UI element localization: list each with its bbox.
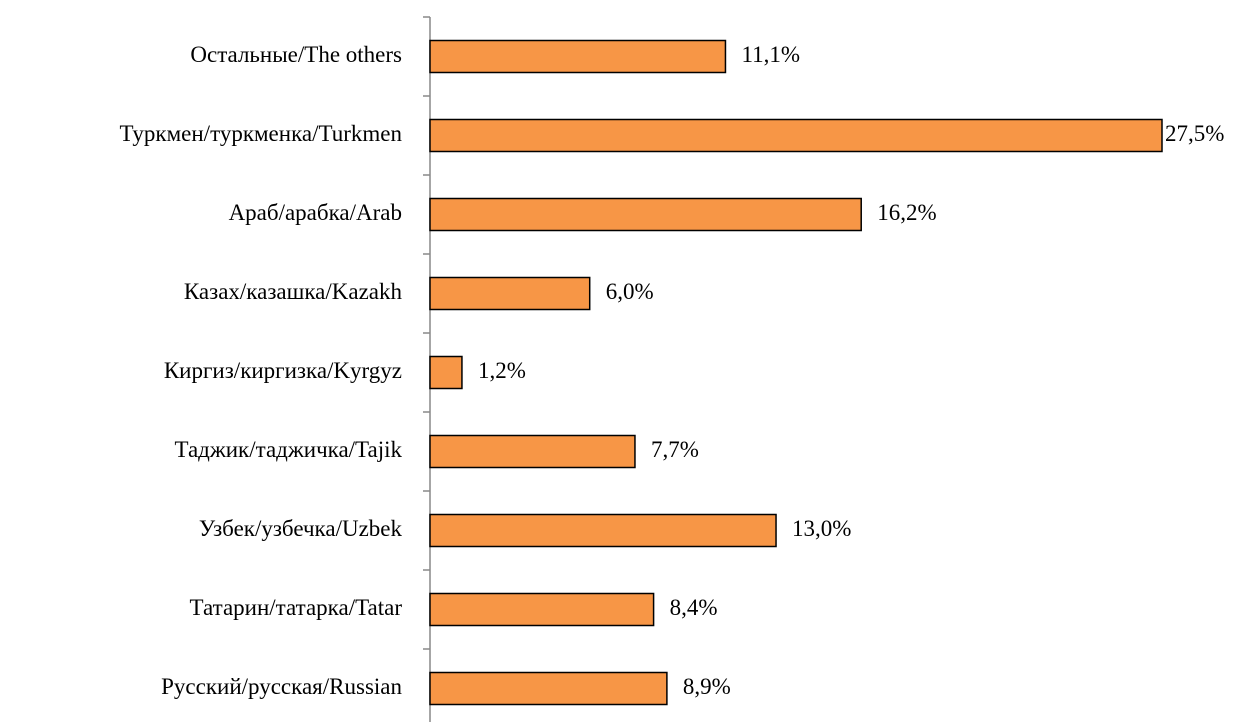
category-label: Татарин/татарка/Tatar (190, 595, 403, 620)
category-label: Туркмен/туркменка/Turkmen (120, 121, 403, 146)
category-label: Таджик/таджичка/Tajik (174, 437, 402, 462)
data-label: 8,4% (670, 595, 718, 620)
data-label: 1,2% (478, 358, 526, 383)
category-label: Русский/русская/Russian (161, 674, 402, 699)
data-label: 13,0% (792, 516, 851, 541)
bar (429, 118, 1163, 153)
data-label: 6,0% (606, 279, 654, 304)
category-label: Казах/казашка/Kazakh (184, 279, 403, 304)
data-label: 11,1% (741, 42, 800, 67)
bar (429, 592, 655, 627)
data-label: 8,9% (683, 674, 731, 699)
category-label: Араб/арабка/Arab (229, 200, 402, 225)
bar (429, 39, 727, 74)
bar (429, 276, 591, 311)
data-label: 27,5% (1165, 121, 1224, 146)
data-label: 16,2% (877, 200, 936, 225)
bar (429, 197, 862, 232)
bar (429, 434, 636, 469)
category-label: Узбек/узбечка/Uzbek (199, 516, 403, 541)
bar (429, 513, 777, 548)
category-label: Киргиз/киргизка/Kyrgyz (164, 358, 402, 383)
bar (429, 671, 668, 706)
bar (429, 355, 463, 390)
category-label: Остальные/The others (190, 42, 402, 67)
data-label: 7,7% (651, 437, 699, 462)
